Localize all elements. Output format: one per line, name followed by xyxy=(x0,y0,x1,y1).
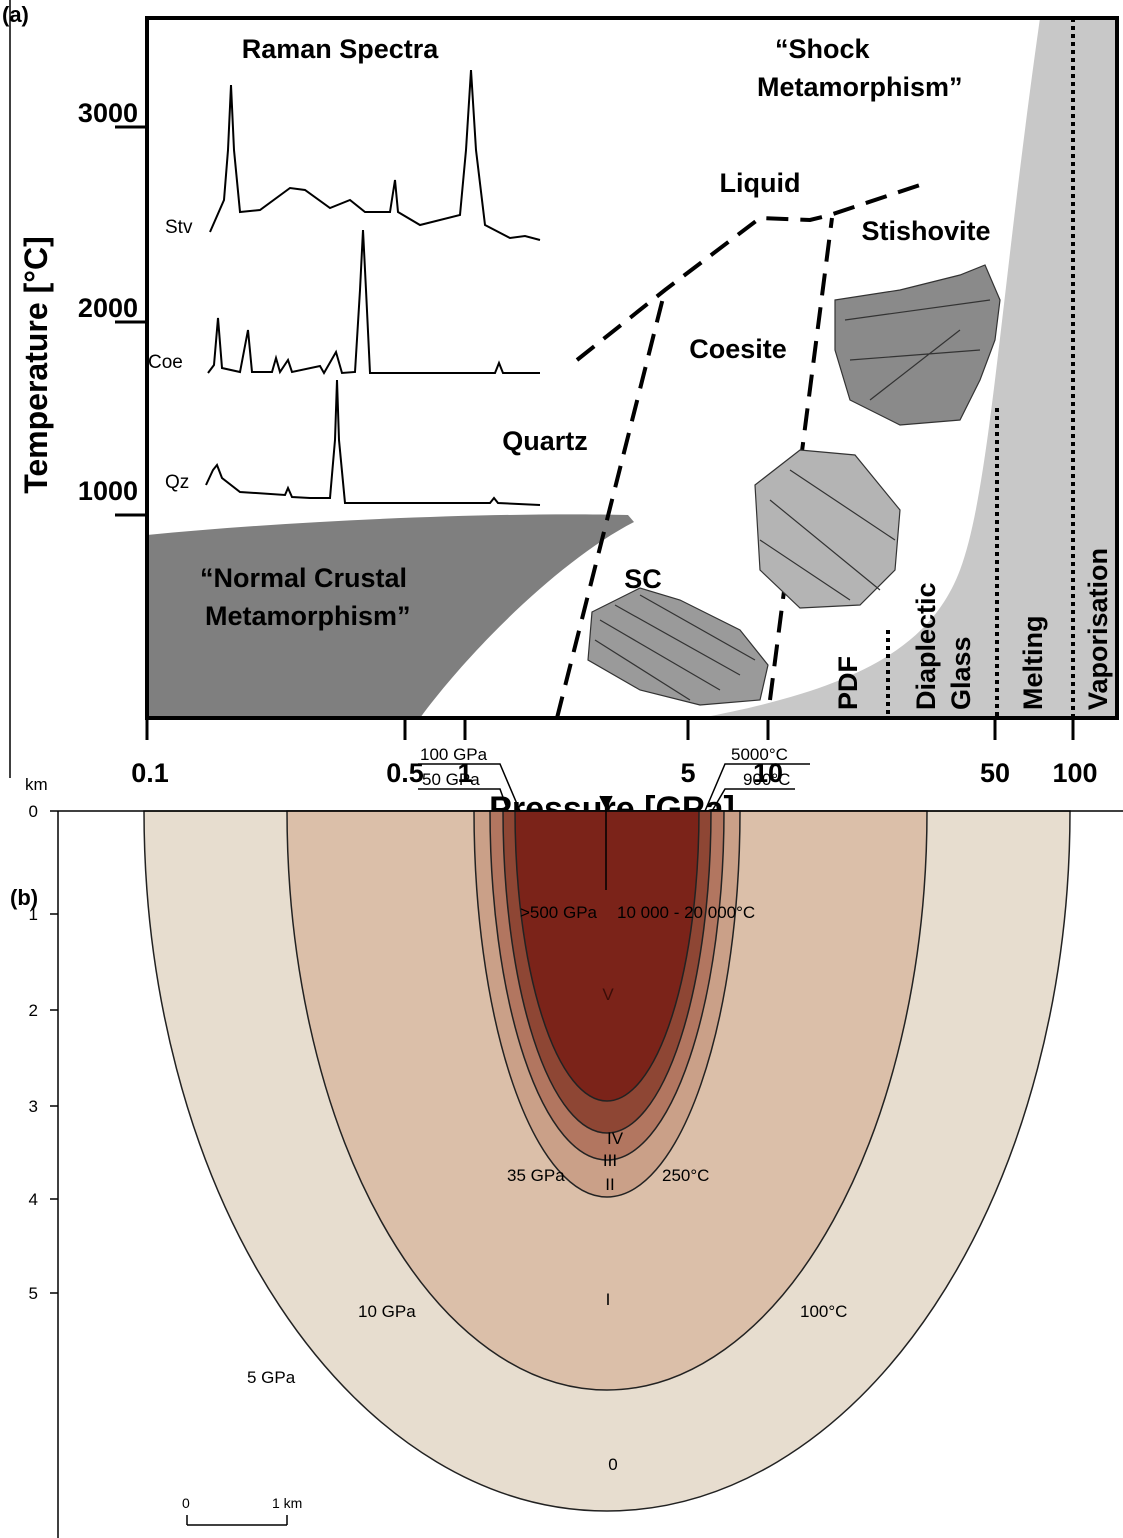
shape xyxy=(834,264,1001,426)
zone-label: 0 xyxy=(608,1455,617,1474)
group: Stv Coe Qz xyxy=(148,217,193,493)
scale-label: 0 xyxy=(182,1495,190,1511)
isobar-label: 5 GPa xyxy=(247,1368,296,1387)
x-tick-label: 5 xyxy=(680,758,695,788)
x-tick-label: 1 xyxy=(457,758,472,788)
shape xyxy=(575,183,921,362)
top-pressure: >500 GPa xyxy=(520,903,598,922)
phase-label: SC xyxy=(624,564,662,594)
depth-tick-label: 0 xyxy=(29,802,38,821)
zone-label: V xyxy=(602,985,614,1004)
shape xyxy=(704,763,810,812)
x-tick-label: 0.1 xyxy=(131,758,169,788)
shape xyxy=(587,587,769,706)
zone-label: IV xyxy=(607,1129,624,1148)
spectrum-label: Qz xyxy=(165,472,189,493)
shape xyxy=(205,379,541,506)
normal-label: “Normal Crustal xyxy=(200,563,407,593)
y-tick-label: 2000 xyxy=(78,293,138,323)
isotherm-label: 250°C xyxy=(662,1166,709,1185)
y-tick-label: 1000 xyxy=(78,476,138,506)
group xyxy=(115,125,1075,740)
shape xyxy=(754,449,901,609)
spectrum-label: Stv xyxy=(165,217,193,238)
shape xyxy=(599,795,613,810)
x-tick-label: 10 xyxy=(753,758,783,788)
shape xyxy=(700,18,1117,718)
phase-label: Coesite xyxy=(689,334,787,364)
group xyxy=(143,810,1071,1512)
shape xyxy=(418,763,521,812)
x-tick-label: 50 xyxy=(980,758,1010,788)
shape xyxy=(844,299,991,401)
scale-label: 1 km xyxy=(272,1495,302,1511)
x-tick-label: 0.5 xyxy=(386,758,424,788)
isotherm-label: 100°C xyxy=(800,1302,847,1321)
shape xyxy=(711,788,795,812)
shape xyxy=(207,229,540,376)
shape xyxy=(145,16,1119,720)
isobar-label: 100 GPa xyxy=(420,745,488,764)
group xyxy=(886,18,1075,718)
normal-label: Metamorphism” xyxy=(205,601,411,631)
zone-label: III xyxy=(603,1151,617,1170)
isotherm-label: 5000°C xyxy=(731,745,788,764)
depth-tick-label: 2 xyxy=(29,1001,38,1020)
depth-tick-label: 1 xyxy=(29,905,38,924)
zone-label: I xyxy=(606,1290,611,1309)
stage-label: Melting xyxy=(1018,616,1048,711)
depth-tick-label: 3 xyxy=(29,1097,38,1116)
shape xyxy=(209,69,541,241)
stage-label: Diaplectic xyxy=(911,582,941,710)
shock-label: “Shock xyxy=(775,34,871,64)
shape xyxy=(555,289,667,719)
phase-label: Stishovite xyxy=(861,216,990,246)
phase-label: Quartz xyxy=(502,426,588,456)
shape xyxy=(418,788,509,812)
isobar-label: 35 GPa xyxy=(507,1166,565,1185)
isobar-label: 50 GPa xyxy=(422,770,480,789)
shape xyxy=(514,810,700,1102)
isotherm-label: 900°C xyxy=(743,770,790,789)
depth-unit: km xyxy=(25,775,48,794)
crystal-images xyxy=(587,264,1001,706)
group: km 0 1 2 3 4 5 >500 GPa 10 000 - 20 000°… xyxy=(25,745,847,1511)
group: 3000 2000 1000 0.1 0.5 1 5 10 50 100 Pre… xyxy=(18,34,1113,828)
group xyxy=(50,763,1123,1538)
x-tick-label: 100 xyxy=(1052,758,1097,788)
group xyxy=(205,69,541,506)
top-temperature: 10 000 - 20 000°C xyxy=(617,903,755,922)
stage-label: Glass xyxy=(946,636,976,710)
raman-title: Raman Spectra xyxy=(242,34,440,64)
shape xyxy=(594,594,756,701)
stage-label: Vaporisation xyxy=(1083,548,1113,710)
shape xyxy=(759,469,896,601)
zone-label: II xyxy=(605,1175,614,1194)
phase-label: Liquid xyxy=(720,168,801,198)
panel-label: (b) xyxy=(10,885,38,910)
y-axis-label: Temperature [°C] xyxy=(18,236,54,494)
shock-label: Metamorphism” xyxy=(757,72,963,102)
shape xyxy=(147,514,634,718)
y-tick-label: 3000 xyxy=(78,98,138,128)
spectrum-label: Coe xyxy=(148,352,183,373)
panel-label: (a) xyxy=(2,2,29,27)
depth-tick-label: 5 xyxy=(29,1284,38,1303)
depth-tick-label: 4 xyxy=(29,1190,38,1209)
isobar-label: 10 GPa xyxy=(358,1302,416,1321)
stage-label: PDF xyxy=(833,656,863,710)
